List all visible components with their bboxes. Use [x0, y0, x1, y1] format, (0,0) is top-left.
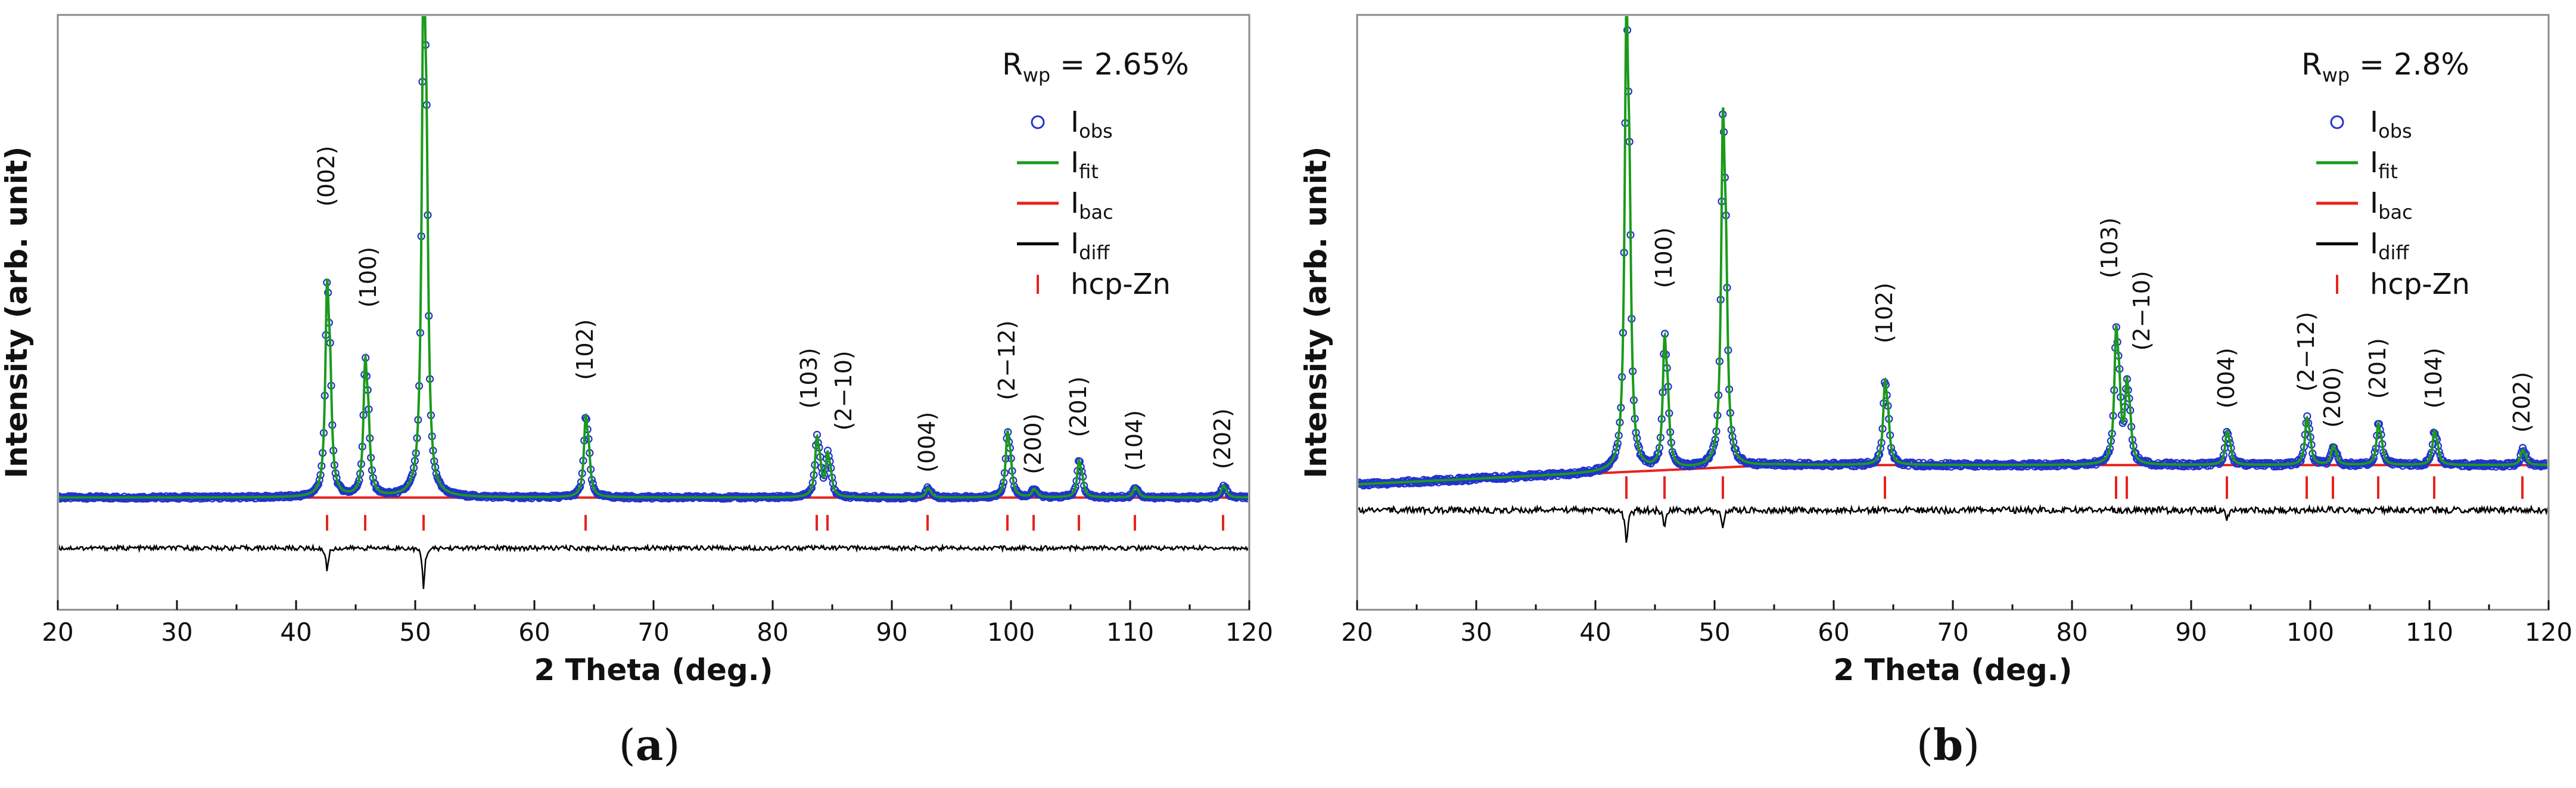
difference-line	[1358, 504, 2547, 543]
peak-label: (002)	[313, 145, 340, 206]
fit-line	[59, 16, 1248, 499]
panel-label: (a)	[619, 719, 680, 770]
x-tick-label: 20	[42, 618, 73, 647]
legend-label: Iobs	[1071, 106, 1113, 142]
x-axis-title: 2 Theta (deg.)	[1833, 653, 2072, 687]
x-tick-label: 90	[2175, 618, 2207, 647]
legend-item: Ifit	[1017, 146, 1099, 183]
legend-item: hcp-Zn	[1037, 268, 1171, 301]
legend-item: Ifit	[2316, 146, 2398, 183]
x-tick-label: 40	[1579, 618, 1611, 647]
observed-point	[351, 483, 360, 492]
legend-item: Idiff	[1017, 227, 1110, 264]
fit-line	[1358, 16, 2547, 486]
peak-label: (104)	[1121, 410, 1147, 471]
peak-label: (2−10)	[2129, 271, 2155, 350]
x-tick-label: 60	[1818, 618, 1849, 647]
legend-label: Ifit	[2370, 146, 2398, 183]
peak-label: (100)	[355, 247, 381, 308]
peak-label: (004)	[914, 412, 940, 473]
peak-label: (202)	[2509, 372, 2535, 433]
x-tick-label: 80	[757, 618, 788, 647]
x-tick-label: 120	[2525, 618, 2572, 647]
peak-label: (202)	[1209, 408, 1236, 469]
plot-area	[59, 16, 1248, 590]
legend-label: Idiff	[1071, 227, 1110, 264]
observed-point	[1652, 454, 1660, 462]
panel-a: 20 30 40 50 60 70 80 90 100 110 120 2 Theta (deg.) I…	[0, 14, 1273, 770]
peak-label: (100)	[1651, 227, 1677, 288]
panel-label: (b)	[1917, 719, 1980, 770]
legend-observed-marker	[1031, 115, 1045, 129]
x-tick-label: 70	[637, 618, 669, 647]
x-tick-label: 30	[161, 618, 192, 647]
observed-point	[1215, 490, 1224, 499]
legend-label: Ibac	[1071, 187, 1113, 224]
legend-label: Ibac	[2370, 187, 2413, 224]
x-tick-label: 50	[1698, 618, 1730, 647]
peak-label: (200)	[1020, 414, 1046, 474]
legend-label: Idiff	[2370, 227, 2409, 264]
x-tick-label: 40	[280, 618, 312, 647]
legend-label: Iobs	[2370, 106, 2412, 142]
x-tick-label: 120	[1225, 618, 1273, 647]
y-axis-title: Intensity (arb. unit)	[0, 147, 34, 479]
peak-label: (103)	[796, 348, 822, 408]
plot-area	[1358, 2, 2547, 543]
legend-item: Idiff	[2316, 227, 2409, 264]
peak-label: (2−12)	[994, 320, 1020, 400]
legend-label: Ifit	[1071, 146, 1099, 183]
x-tick-label: 90	[876, 618, 907, 647]
legend-observed-marker	[2330, 115, 2344, 129]
x-tick-label: 100	[2286, 618, 2334, 647]
legend-item: Ibac	[2316, 187, 2413, 224]
x-tick-label: 110	[1106, 618, 1154, 647]
legend-item: Ibac	[1017, 187, 1113, 224]
plot-frame	[57, 14, 1250, 611]
x-tick-label: 30	[1460, 618, 1492, 647]
x-tick-label: 60	[518, 618, 550, 647]
peak-label: (004)	[2213, 348, 2239, 408]
peak-label: (2−10)	[830, 350, 857, 430]
panel-b: 20 30 40 50 60 70 80 90 100 110 120 2 Theta (deg.) I…	[1299, 2, 2572, 770]
peak-label: (104)	[2421, 348, 2447, 408]
x-tick-label: 20	[1341, 618, 1373, 647]
rwp-value: Rwp = 2.8%	[2301, 47, 2469, 86]
x-tick-label: 100	[987, 618, 1035, 647]
peak-label: (201)	[2365, 338, 2391, 399]
observed-point	[1623, 2, 1629, 8]
peak-label: (102)	[572, 319, 598, 380]
x-tick-label: 110	[2406, 618, 2453, 647]
rwp-value: Rwp = 2.65%	[1002, 47, 1189, 86]
legend-label: hcp-Zn	[2370, 268, 2470, 301]
x-tick-label: 80	[2056, 618, 2087, 647]
peak-label: (201)	[1065, 376, 1091, 437]
x-axis-title: 2 Theta (deg.)	[534, 653, 773, 687]
observed-point	[1873, 455, 1881, 463]
legend-label: hcp-Zn	[1071, 268, 1171, 301]
peak-label: (200)	[2319, 367, 2345, 428]
legend-item: hcp-Zn	[2336, 268, 2470, 301]
peak-label: (103)	[2096, 218, 2123, 278]
difference-line	[59, 543, 1248, 590]
legend-item: Iobs	[2330, 106, 2412, 142]
x-tick-label: 70	[1937, 618, 1968, 647]
peak-label: (2−12)	[2293, 312, 2319, 392]
peak-label: (102)	[1871, 283, 1897, 343]
legend-item: Iobs	[1031, 106, 1113, 142]
plot-frame	[1356, 14, 2550, 611]
y-axis-title: Intensity (arb. unit)	[1299, 147, 1333, 479]
x-tick-label: 50	[399, 618, 431, 647]
